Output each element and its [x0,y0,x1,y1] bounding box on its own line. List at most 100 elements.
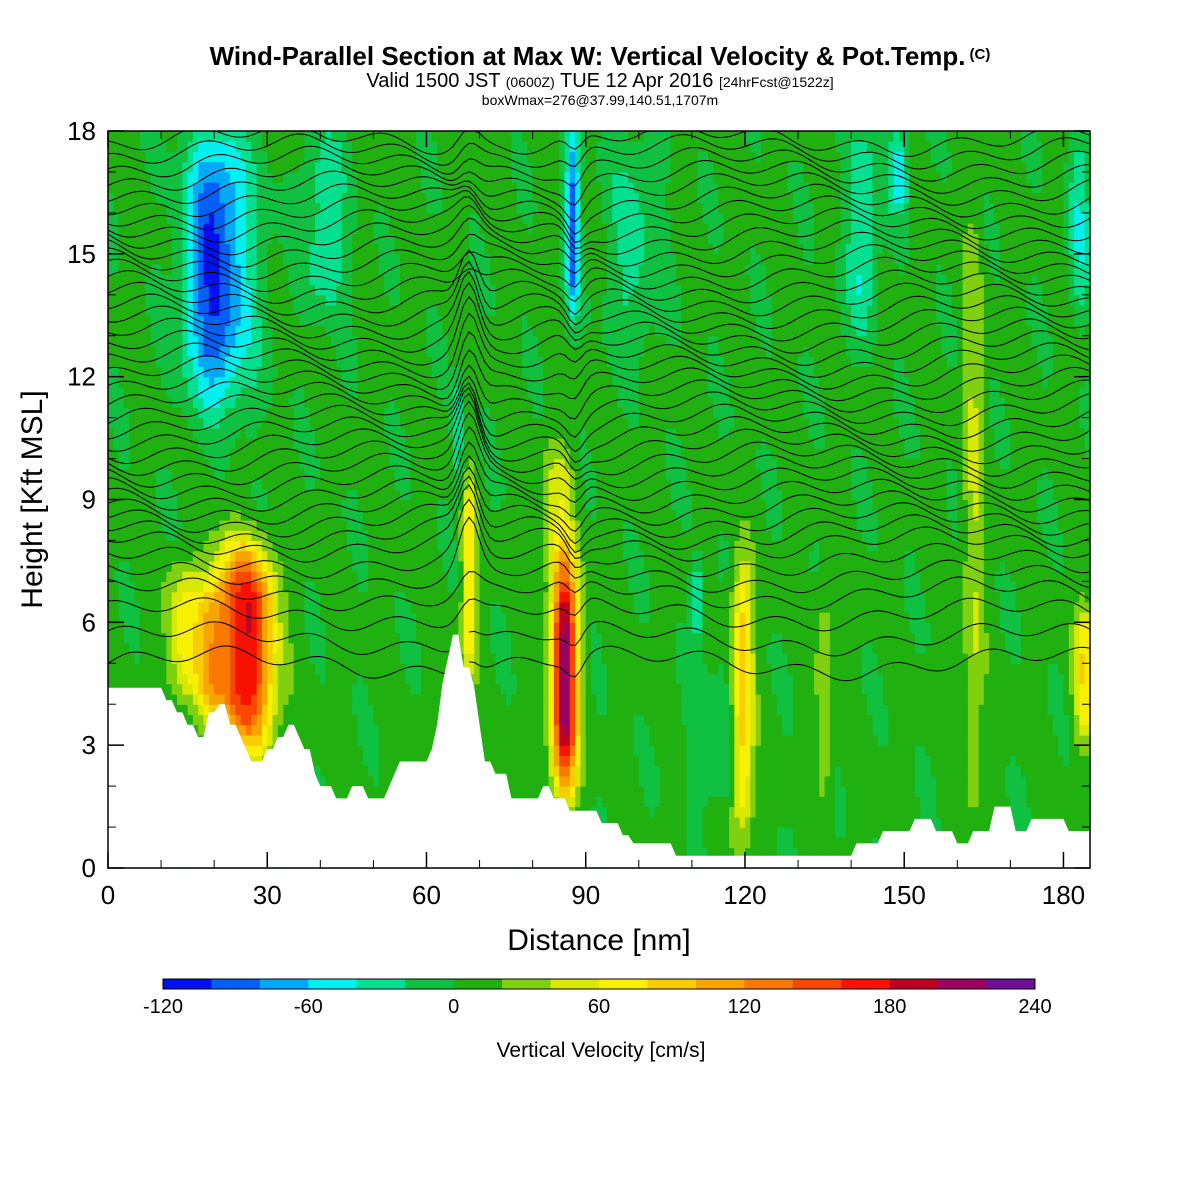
velocity-cell [277,581,284,593]
velocity-cell [283,704,290,716]
velocity-cell [431,335,438,347]
velocity-cell [246,479,252,490]
velocity-cell [155,663,162,675]
velocity-cell [336,632,343,644]
velocity-cell [458,571,465,582]
velocity-cell [304,305,311,316]
velocity-cell [447,519,454,531]
velocity-cell [378,223,385,234]
velocity-cell [325,560,332,572]
velocity-cell [129,438,136,449]
velocity-cell [304,468,311,480]
velocity-cell [145,540,152,552]
velocity-cell [182,448,189,460]
velocity-cell [394,294,401,306]
velocity-cell [283,294,290,306]
velocity-cell [118,663,125,675]
velocity-cell [399,284,406,296]
velocity-cell [378,243,385,255]
velocity-cell [155,284,162,296]
velocity-cell [352,131,359,142]
velocity-cell [139,438,146,449]
velocity-cell [299,141,305,153]
velocity-cell [330,591,337,603]
velocity-cell [198,171,205,183]
velocity-cell [214,612,221,623]
velocity-cell [378,786,385,797]
velocity-cell [437,417,444,429]
velocity-cell [224,407,231,419]
velocity-cell [123,448,130,460]
velocity-cell [410,571,417,582]
velocity-cell [352,519,359,531]
velocity-cell [421,571,428,582]
velocity-cell [421,151,428,163]
velocity-cell [256,499,263,511]
velocity-cell [123,653,130,664]
velocity-cell [442,407,449,419]
velocity-cell [325,212,332,224]
velocity-cell [113,642,120,654]
velocity-cell [171,499,178,511]
velocity-cell [325,223,332,234]
velocity-cell [129,325,136,337]
velocity-cell [203,192,210,204]
velocity-cell [357,161,364,173]
velocity-cell [171,294,178,306]
velocity-cell [267,693,274,705]
velocity-cell [272,601,279,613]
velocity-cell [399,560,406,572]
velocity-cell [182,540,189,552]
velocity-cell [373,356,380,368]
velocity-cell [214,663,221,675]
velocity-cell [357,458,364,470]
velocity-cell [304,212,311,224]
velocity-cell [118,397,125,408]
velocity-cell [187,335,194,347]
velocity-cell [437,458,444,470]
velocity-cell [410,294,417,306]
velocity-cell [352,192,359,204]
velocity-cell [315,407,321,419]
velocity-cell [208,612,215,623]
velocity-cell [346,305,353,316]
velocity-cell [283,673,290,685]
velocity-cell [219,305,226,316]
velocity-cell [203,182,210,194]
velocity-cell [182,345,189,357]
velocity-cell [373,253,380,265]
velocity-cell [108,427,114,439]
velocity-cell [384,775,390,787]
velocity-cell [288,489,295,501]
velocity-cell [235,601,242,613]
velocity-cell [357,734,364,746]
velocity-cell [267,479,274,490]
velocity-cell [288,509,295,521]
velocity-cell [378,458,385,470]
velocity-cell [352,693,359,705]
velocity-cell [394,264,401,275]
velocity-cell [161,182,167,194]
velocity-cell [463,427,470,439]
velocity-cell [426,612,433,623]
velocity-cell [458,540,465,552]
velocity-cell [214,284,221,296]
velocity-cell [293,417,300,429]
velocity-cell [352,366,359,378]
velocity-cell [256,683,263,695]
velocity-cell [145,131,152,142]
velocity-cell [362,192,369,204]
velocity-cell [108,489,114,501]
velocity-cell [150,202,157,214]
velocity-cell [187,693,194,705]
velocity-cell [341,182,348,194]
velocity-cell [315,765,321,777]
velocity-cell [437,171,444,183]
velocity-cell [389,356,396,368]
velocity-cell [447,386,454,398]
velocity-cell [134,571,141,582]
velocity-cell [330,571,337,582]
velocity-cell [315,509,321,521]
velocity-cell [394,612,401,623]
velocity-cell [139,161,146,173]
